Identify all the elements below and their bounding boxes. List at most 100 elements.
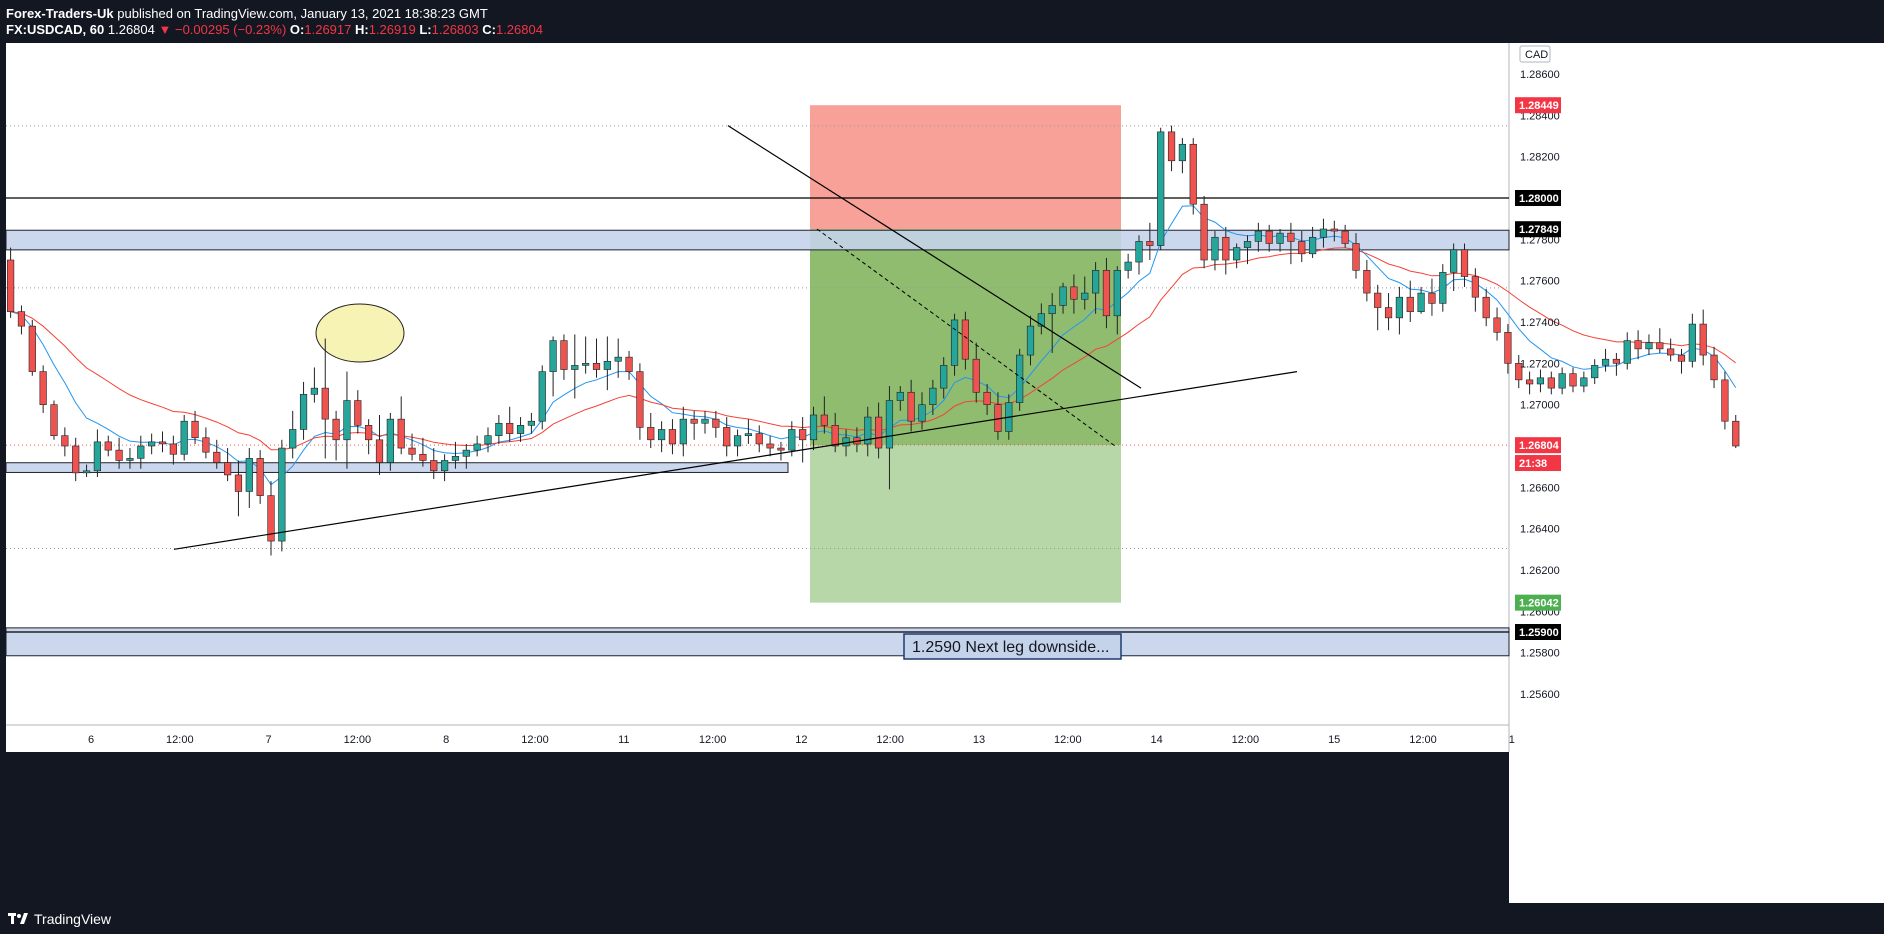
price-badge-label: 1.26042 xyxy=(1519,598,1559,610)
candle-body xyxy=(907,391,915,422)
candle-body xyxy=(148,441,156,447)
annotation-box xyxy=(903,633,1122,660)
candle-body xyxy=(766,443,774,449)
chart-area[interactable]: 1.2590 Next leg downside... 1.28600 1.2840… xyxy=(5,43,1884,903)
candle-body xyxy=(755,433,763,445)
open-label: O: xyxy=(289,22,305,37)
price-tick-label: 1.25800 xyxy=(1520,648,1560,660)
time-tick-label: 12:00 xyxy=(1232,734,1260,746)
candle-body xyxy=(202,437,210,453)
price-badge xyxy=(1515,221,1561,238)
time-tick-label: 12:00 xyxy=(344,734,372,746)
candle-body xyxy=(1146,241,1154,246)
candle-body xyxy=(61,435,69,447)
candle-body xyxy=(831,425,839,447)
candle-body xyxy=(1092,270,1100,294)
candle-body xyxy=(592,363,601,370)
candle-body xyxy=(321,387,329,420)
time-tick-label: 12:00 xyxy=(521,734,549,746)
candle-body xyxy=(972,358,980,393)
price-tick-label: 1.27600 xyxy=(1520,276,1560,288)
candle-body xyxy=(1395,296,1403,319)
price-tick-label: 1.25600 xyxy=(1520,689,1560,701)
candle-body xyxy=(657,429,666,441)
time-tick-label: 12:00 xyxy=(1054,734,1082,746)
candle-body xyxy=(1233,247,1241,261)
plot-background xyxy=(6,43,1509,725)
candle-body xyxy=(278,447,286,542)
candle-body xyxy=(961,319,969,360)
candle-body xyxy=(137,445,145,459)
candle-body xyxy=(299,394,308,430)
candle-body xyxy=(1645,342,1653,350)
chart-header: Forex-Traders-Uk published on TradingVie… xyxy=(0,0,1884,43)
candle-body xyxy=(1048,305,1056,315)
low-label: L: xyxy=(419,22,432,37)
candle-body xyxy=(93,441,101,472)
chart-footer: TradingView xyxy=(0,903,1884,934)
candle-body xyxy=(289,429,297,449)
time-tick-label: 6 xyxy=(88,734,94,746)
candle-body xyxy=(354,400,362,426)
candle-body xyxy=(582,363,590,366)
candle-body xyxy=(1580,377,1588,387)
candle-body xyxy=(408,447,416,455)
candle-body xyxy=(777,447,785,451)
candle-body xyxy=(1178,143,1186,162)
time-tick-label: 12 xyxy=(795,734,807,746)
candle-body xyxy=(1287,232,1295,242)
candle-body xyxy=(1135,241,1143,263)
price-badge-label: 21:38 xyxy=(1519,458,1547,470)
candle-body xyxy=(1536,377,1545,385)
candle-body xyxy=(430,460,438,472)
candle-body xyxy=(809,414,818,441)
price-tick-label: 1.27800 xyxy=(1520,234,1560,246)
tradingview-logo[interactable]: TradingView xyxy=(8,911,111,927)
candle-body xyxy=(484,435,492,445)
price-tick-label: 1.28400 xyxy=(1520,110,1560,122)
candle-body xyxy=(516,425,525,434)
candle-body xyxy=(1081,292,1089,300)
candle-body xyxy=(1363,270,1371,294)
candle-body xyxy=(104,441,112,451)
high-value: 1.26919 xyxy=(368,22,416,37)
candle-body xyxy=(1428,292,1436,304)
support-resistance-zone xyxy=(5,462,789,473)
candle-body xyxy=(1254,230,1262,242)
candle-body xyxy=(1070,286,1078,300)
candle-body xyxy=(267,495,275,542)
candle-body xyxy=(1124,261,1132,271)
candle-body xyxy=(191,420,199,439)
symbol-label[interactable]: FX:USDCAD, 60 xyxy=(6,22,105,37)
candle-body xyxy=(1450,249,1458,273)
highlight-ellipse xyxy=(315,303,405,363)
candle-body xyxy=(625,356,633,372)
price-tick-label: 1.26400 xyxy=(1520,524,1560,536)
candle-body xyxy=(1059,286,1067,306)
low-value: 1.26803 xyxy=(431,22,479,37)
candle-body xyxy=(462,449,470,457)
candle-body xyxy=(213,451,221,463)
candle-body xyxy=(1721,379,1729,422)
candle-body xyxy=(1515,363,1523,381)
time-scale-background xyxy=(6,725,1509,752)
high-label: H: xyxy=(355,22,369,37)
candle-body xyxy=(1298,241,1306,255)
candle-body xyxy=(1384,307,1393,319)
publish-line: Forex-Traders-Uk published on TradingVie… xyxy=(6,6,488,21)
candle-body xyxy=(397,418,405,449)
candle-body xyxy=(1157,131,1165,246)
ohlc-line: FX:USDCAD, 60 1.26804 ▼ −0.00295 (−0.23%… xyxy=(6,22,543,37)
price-chart[interactable]: 1.2590 Next leg downside... 1.28600 1.2840… xyxy=(5,43,1884,903)
candle-body xyxy=(365,425,373,441)
candle-body xyxy=(668,429,677,445)
time-tick-label: 11 xyxy=(618,734,629,746)
publisher-name[interactable]: Forex-Traders-Uk xyxy=(6,6,114,21)
candle-body xyxy=(690,418,698,424)
candle-body xyxy=(1732,420,1740,447)
candle-body xyxy=(332,418,340,441)
candle-body xyxy=(1167,131,1176,162)
candle-body xyxy=(1482,296,1490,319)
falling-trendline xyxy=(727,125,1142,389)
candle-body xyxy=(647,427,655,441)
